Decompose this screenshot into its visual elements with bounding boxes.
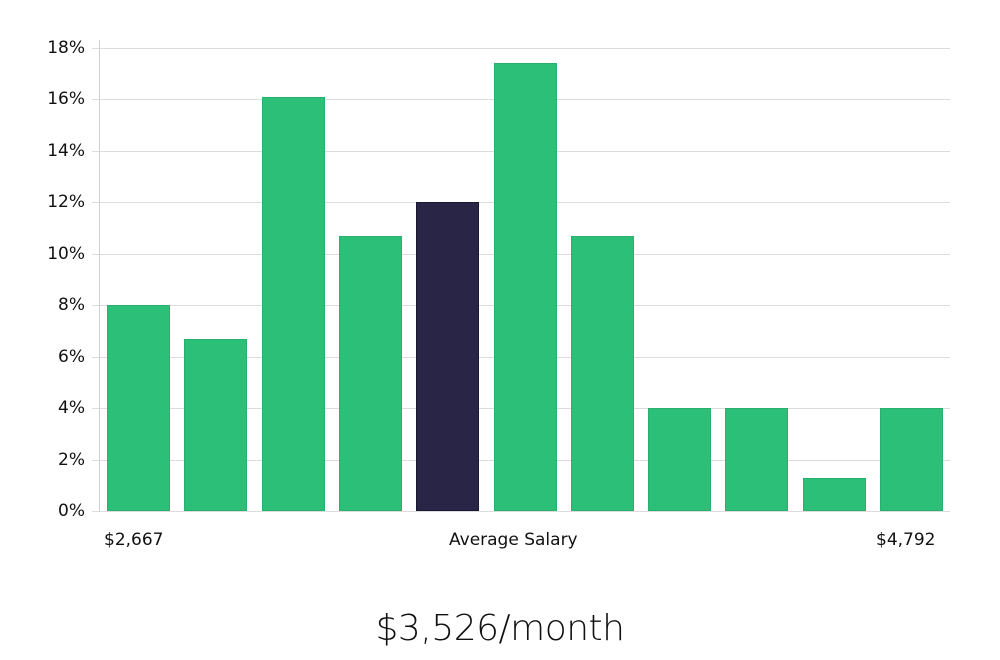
- histogram-bar: [880, 408, 943, 511]
- gridline: [92, 48, 950, 49]
- histogram-bar: [802, 477, 866, 511]
- y-tick-label: 10%: [47, 243, 85, 264]
- y-tick-label: 8%: [58, 295, 85, 316]
- y-tick-label: 16%: [47, 89, 85, 110]
- y-tick-label: 0%: [58, 501, 85, 521]
- histogram-bar: [648, 408, 712, 511]
- y-tick-label: 14%: [47, 140, 85, 161]
- histogram-bar-highlighted: [416, 202, 480, 511]
- y-tick-label: 12%: [47, 192, 85, 213]
- histogram-bar: [184, 338, 248, 511]
- x-axis-title: Average Salary: [449, 530, 578, 550]
- y-tick-label: 18%: [47, 38, 85, 58]
- gridline: [92, 511, 950, 512]
- x-axis-min-label: $2,667: [104, 530, 164, 550]
- y-tick-label: 4%: [58, 398, 85, 419]
- histogram-bar: [261, 96, 325, 511]
- average-salary-headline: $3,526/month: [375, 608, 625, 649]
- y-axis-line: [99, 40, 100, 512]
- histogram-bar: [570, 235, 634, 511]
- salary-histogram: 0% 2% 4% 6% 8% 10% 12% 14% 16% 18% $2,667 Average…: [47, 38, 950, 550]
- histogram-bar: [725, 408, 789, 511]
- x-axis-max-label: $4,792: [876, 530, 936, 550]
- y-tick-label: 2%: [58, 449, 85, 470]
- histogram-bar: [338, 235, 402, 511]
- histogram-bar: [493, 63, 557, 511]
- y-tick-label: 6%: [58, 346, 85, 367]
- histogram-bar: [107, 305, 170, 511]
